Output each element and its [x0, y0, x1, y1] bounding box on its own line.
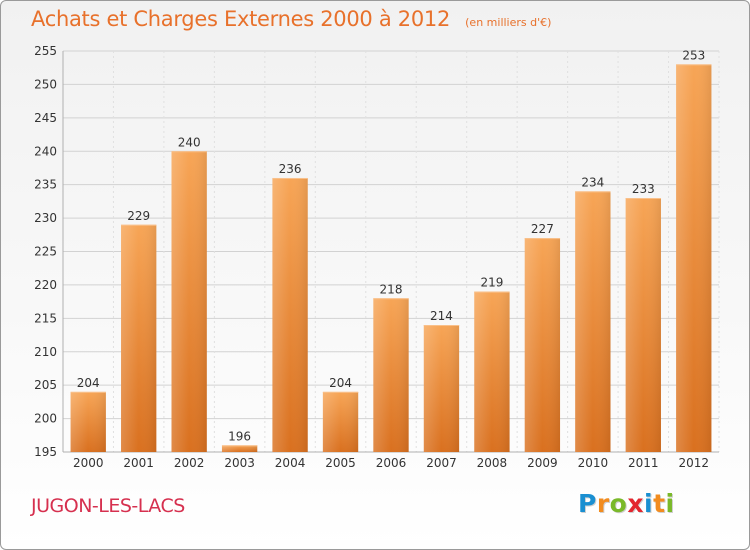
bar-shade — [423, 325, 460, 452]
label-layer: 204 2000 229 2001 240 2002 196 2003 236 2004 204 20… — [73, 48, 709, 470]
title-row: Achats et Charges Externes 2000 à 2012 (… — [31, 7, 551, 31]
x-tick-label: 2007 — [426, 456, 457, 470]
bar-value-label: 229 — [127, 209, 150, 223]
chart-subtitle: (en milliers d'€) — [465, 16, 552, 29]
y-tick-label: 220 — [34, 278, 57, 292]
x-tick-label: 2009 — [527, 456, 558, 470]
x-tick-label: 2004 — [275, 456, 306, 470]
logo-letter: t — [653, 489, 666, 518]
bar-value-label: 227 — [531, 222, 554, 236]
x-tick-label: 2006 — [376, 456, 407, 470]
x-tick-label: 2011 — [628, 456, 659, 470]
proxiti-logo[interactable]: Proxiti — [578, 489, 675, 518]
bar-value-label: 214 — [430, 309, 453, 323]
bar-shade — [272, 177, 308, 452]
x-tick-label: 2012 — [678, 456, 709, 470]
bar-shade — [625, 198, 661, 452]
y-tick-label: 255 — [34, 44, 57, 58]
bar-value-label: 204 — [77, 376, 100, 390]
y-tick-label: 205 — [34, 378, 57, 392]
logo-letter: i — [665, 489, 675, 518]
x-tick-label: 2005 — [325, 456, 356, 470]
bar-shade — [121, 224, 157, 452]
y-tick-label: 245 — [34, 111, 57, 125]
bar-shade — [524, 238, 561, 452]
bar-value-label: 234 — [581, 175, 604, 189]
bar-value-label: 253 — [682, 48, 705, 62]
bar-shade — [322, 391, 359, 452]
x-tick-label: 2003 — [224, 456, 255, 470]
y-tick-label: 250 — [34, 77, 57, 91]
logo-letter: i — [644, 489, 654, 518]
y-tick-label: 195 — [34, 445, 57, 459]
bar-value-label: 218 — [380, 282, 403, 296]
logo-letter: o — [609, 489, 628, 518]
bar-value-label: 236 — [279, 162, 302, 176]
bar-value-label: 233 — [632, 182, 655, 196]
bar-layer — [70, 64, 712, 452]
bar-shade — [373, 298, 409, 452]
y-tick-label: 230 — [34, 211, 57, 225]
y-tick-label: 235 — [34, 178, 57, 192]
bar-value-label: 204 — [329, 376, 352, 390]
x-tick-label: 2000 — [73, 456, 104, 470]
y-tick-label: 200 — [34, 412, 57, 426]
y-tick-label: 225 — [34, 245, 57, 259]
y-tick-label: 240 — [34, 144, 57, 158]
chart-title: Achats et Charges Externes 2000 à 2012 — [31, 7, 451, 31]
logo-letter: x — [627, 489, 644, 518]
bar-shade — [676, 64, 712, 452]
city-name: JUGON-LES-LACS — [31, 495, 185, 517]
x-tick-label: 2002 — [174, 456, 205, 470]
bar-shade — [171, 151, 207, 452]
bar-value-label: 240 — [178, 135, 201, 149]
logo-letter: P — [578, 489, 597, 518]
y-tick-label: 210 — [34, 345, 57, 359]
bar-value-label: 196 — [228, 429, 251, 443]
bar-shade — [575, 191, 611, 452]
bar-value-label: 219 — [480, 276, 503, 290]
bar-shade — [70, 391, 106, 452]
x-tick-label: 2010 — [578, 456, 609, 470]
x-tick-label: 2001 — [123, 456, 154, 470]
y-tick-label: 215 — [34, 311, 57, 325]
x-tick-label: 2008 — [477, 456, 508, 470]
logo-letter: r — [596, 489, 610, 518]
bar-shade — [474, 291, 510, 452]
bar-shade — [221, 445, 258, 452]
